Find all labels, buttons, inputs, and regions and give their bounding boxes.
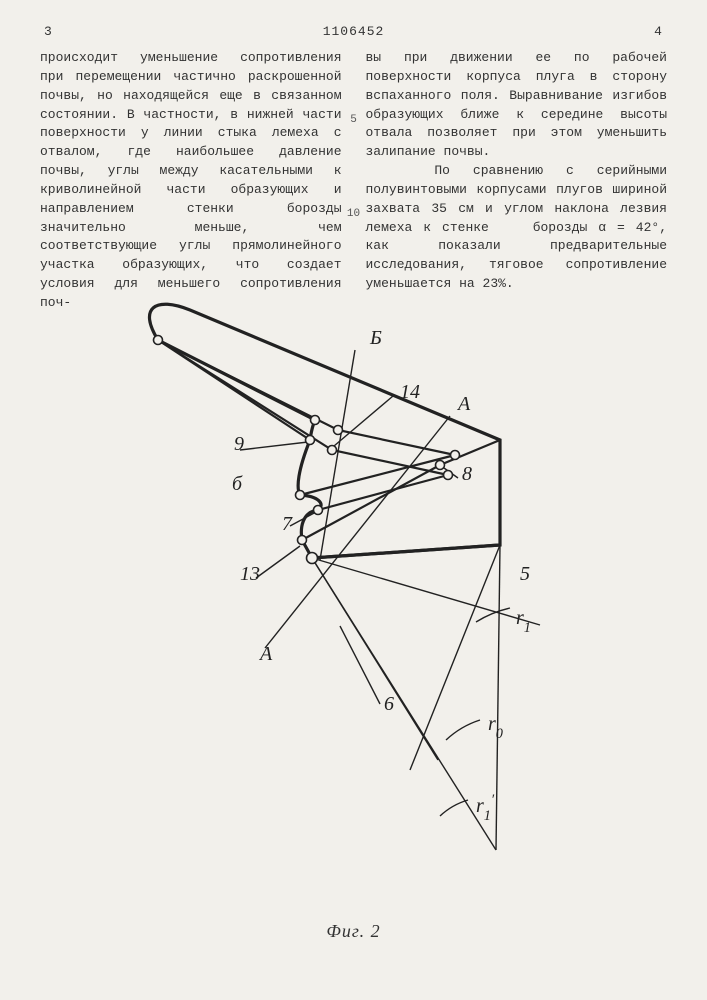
line-numbers: 5 10 <box>347 58 360 223</box>
svg-text:r0: r0 <box>488 713 503 742</box>
figure-caption: Фиг. 2 <box>326 921 380 942</box>
svg-text:r1: r1 <box>516 607 531 636</box>
svg-text:б: б <box>232 473 243 495</box>
svg-text:А: А <box>258 643 273 665</box>
svg-text:Б: Б <box>369 327 382 349</box>
svg-text:14: 14 <box>400 381 420 403</box>
column-right: вы при движении ее по рабочей поверхност… <box>366 49 668 313</box>
page-number-right: 4 <box>654 24 663 39</box>
svg-text:5: 5 <box>520 563 530 585</box>
page: 3 1106452 4 происходит уменьшение сопрот… <box>0 0 707 1000</box>
figure-svg: Б 14 А 9 б 7 8 13 А 5 6 r1 r0 r1′ <box>0 290 707 890</box>
doc-number: 1106452 <box>323 24 385 39</box>
page-number-left: 3 <box>44 24 53 39</box>
svg-text:13: 13 <box>240 563 260 585</box>
svg-text:8: 8 <box>462 463 472 485</box>
svg-text:А: А <box>456 393 471 415</box>
figure-2: Б 14 А 9 б 7 8 13 А 5 6 r1 r0 r1′ Фиг. 2 <box>0 290 707 950</box>
svg-text:7: 7 <box>282 513 293 535</box>
line-number-5: 5 <box>347 113 360 129</box>
column-left: происходит уменьшение сопротивления при … <box>40 49 342 313</box>
line-number-10: 10 <box>347 207 360 223</box>
page-header: 3 1106452 4 <box>40 24 667 39</box>
svg-text:9: 9 <box>234 433 244 455</box>
svg-text:6: 6 <box>384 693 394 715</box>
svg-text:r1′: r1′ <box>476 792 495 824</box>
